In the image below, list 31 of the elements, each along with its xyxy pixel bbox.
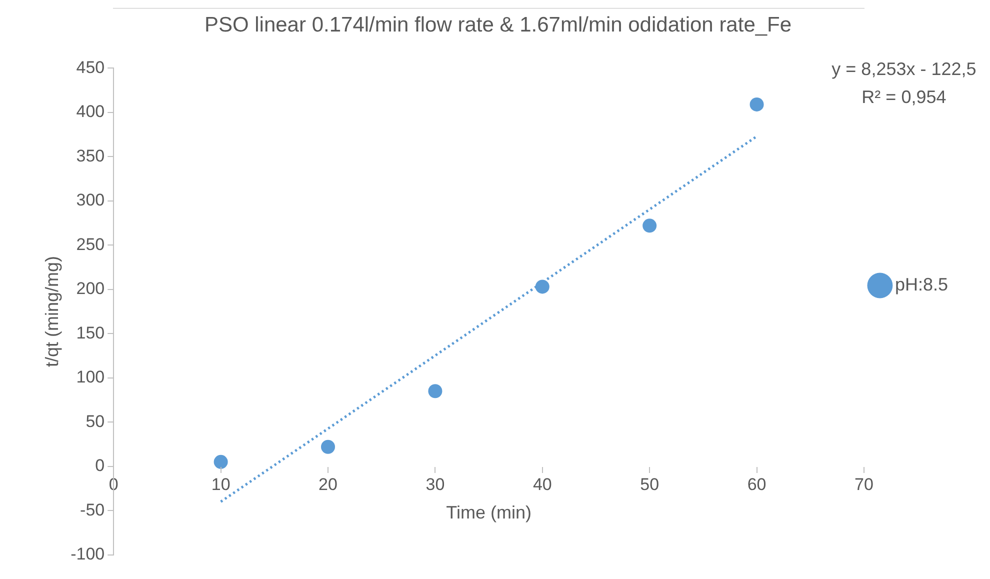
x-axis-title: Time (min) [446,502,532,522]
point [535,280,550,294]
x-tick-label: 40 [532,475,552,494]
chart-title: PSO linear 0.174l/min flow rate & 1.67ml/min odidation rate_Fe [204,13,792,36]
x-tick-label: 60 [747,475,766,494]
x-tick-label: 70 [854,475,874,494]
point [321,440,336,454]
legend-label: pH:8.5 [894,274,948,294]
x-tick-label: 50 [640,475,660,494]
y-tick-label: 400 [76,102,105,122]
y-tick-label: 250 [76,234,105,254]
y-tick-label: -100 [70,544,105,564]
y-tick-label: 0 [95,456,105,476]
annotation: R² = 0,954 [862,87,946,108]
point [428,384,442,398]
y-tick-label: 450 [76,58,105,77]
x-tick-label: 20 [318,475,338,494]
y-tick-label: -50 [80,500,105,520]
y-tick-label: 200 [76,279,105,298]
y-tick-label: 100 [76,368,105,387]
point [642,218,657,233]
y-tick-label: 300 [76,190,105,210]
point [750,97,764,112]
x-tick-label: 30 [426,475,445,494]
x-tick-label: 10 [211,475,230,494]
y-tick-label: 150 [76,323,105,342]
y-axis-title: t/qt (ming/mg) [42,256,62,368]
y-tick-label: 350 [76,146,105,166]
annotation: y = 8,253x - 122,5 [832,59,976,80]
y-tick-label: 50 [86,412,105,431]
point [214,454,228,469]
